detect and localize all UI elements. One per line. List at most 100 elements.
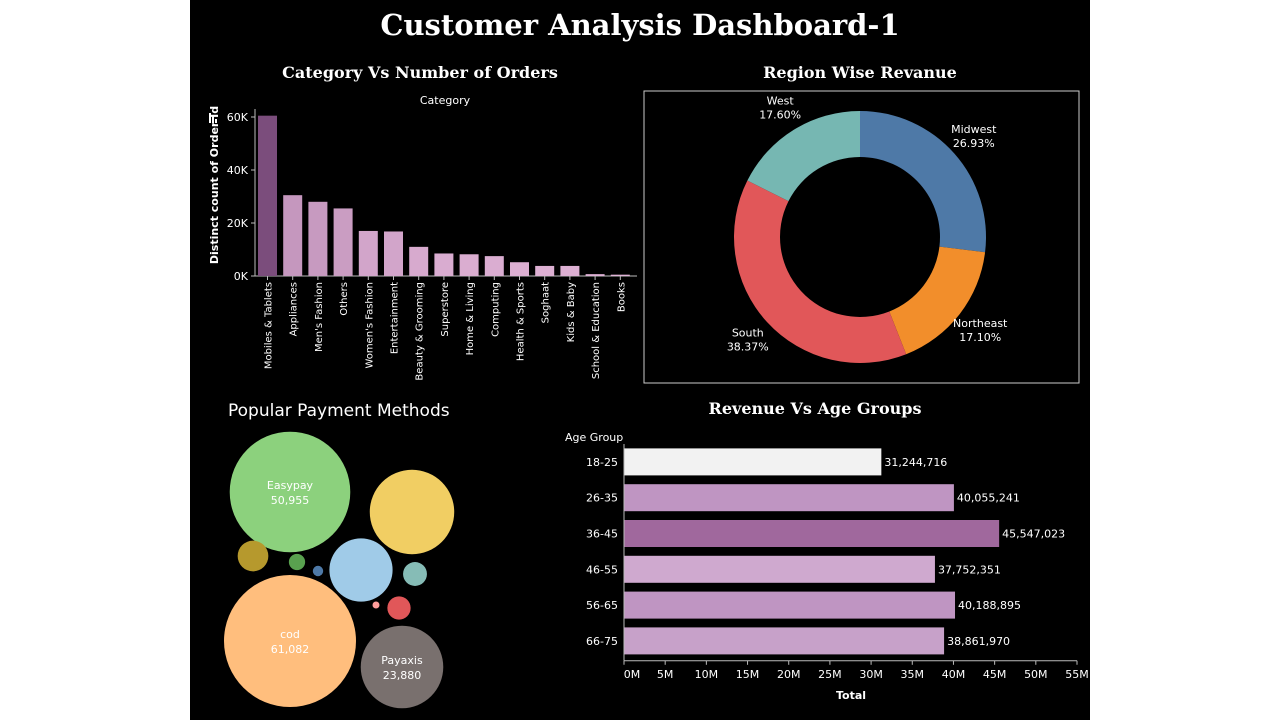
age-chart-title: Revenue Vs Age Groups [708,399,922,418]
bubble-method-7[interactable] [387,596,411,620]
donut-label-northeast: Northeast [953,317,1008,330]
orders-header: Category [420,94,471,107]
bubble-value-payaxis: 23,880 [383,669,422,682]
x-tick-label-kids-baby: Kids & Baby [566,282,577,342]
bubble-label-cod: cod [280,628,300,641]
bar-beauty-grooming[interactable] [409,246,429,276]
age-x-tick-5M: 5M [657,668,674,681]
age-bar-value-26-35: 40,055,241 [957,492,1020,505]
x-tick-label-computing: Computing [490,282,501,337]
bubble-method-6[interactable] [403,562,427,586]
age-category-18-25: 18-25 [586,456,618,469]
age-bar-56-65[interactable] [624,591,956,619]
payment-bubble-chart: Easypay 50,955 cod 61,082 Payaxis 23,880 [224,431,455,709]
donut-label-west: West [767,95,795,108]
bar-computing[interactable] [484,256,504,276]
orders-bar-chart: Category Distinct count of Order Id 0K 20… [208,94,637,381]
age-x-tick-25M: 25M [818,668,842,681]
age-bar-26-35[interactable] [624,484,954,512]
bubble-payaxis[interactable] [360,625,444,709]
dashboard-canvas: Customer Analysis Dashboard-1 Category V… [190,0,1090,720]
orders-y-axis-label: Distinct count of Order Id [208,106,221,264]
age-bar-value-18-25: 31,244,716 [884,456,947,469]
donut-pct-west: 17.60% [759,109,801,122]
bar-men-s-fashion[interactable] [308,201,328,276]
bar-others[interactable] [333,208,353,276]
x-tick-label-entertainment: Entertainment [390,282,401,354]
bar-appliances[interactable] [283,195,303,276]
bubble-method-3[interactable] [369,469,455,555]
bar-chart-icon[interactable] [209,113,217,123]
bar-entertainment[interactable] [384,231,403,276]
x-tick-label-books: Books [616,282,627,312]
age-x-axis-label: Total [836,689,866,702]
donut-slice-west[interactable] [747,111,860,202]
bar-soghaat[interactable] [535,265,555,276]
bubble-method-9[interactable] [312,565,324,577]
bubble-method-10[interactable] [372,601,380,609]
orders-y-tick-label: 0K [234,270,249,283]
x-tick-label-beauty-grooming: Beauty & Grooming [415,282,426,381]
bubble-method-4[interactable] [329,538,393,602]
age-category-56-65: 56-65 [586,599,618,612]
bar-books[interactable] [610,274,630,276]
age-x-tick-0M: 0M [624,668,641,681]
donut-slice-northeast[interactable] [889,246,986,355]
bubble-method-5[interactable] [237,540,269,572]
x-tick-label-health-sports: Health & Sports [516,282,527,361]
age-x-tick-30M: 30M [859,668,883,681]
age-x-tick-20M: 20M [777,668,801,681]
bar-health-sports[interactable] [510,262,529,276]
bubble-label-easypay: Easypay [267,479,314,492]
age-x-tick-55M: 55M [1065,668,1089,681]
x-tick-label-men-s-fashion: Men's Fashion [314,282,325,352]
age-x-tick-45M: 45M [983,668,1007,681]
bar-home-living[interactable] [459,254,479,276]
orders-chart-title: Category Vs Number of Orders [282,63,558,82]
age-header: Age Group [565,431,623,444]
age-x-tick-50M: 50M [1024,668,1048,681]
donut-label-south: South [732,327,764,340]
bubble-method-8[interactable] [288,553,306,571]
age-bar-value-46-55: 37,752,351 [938,563,1001,576]
bar-kids-baby[interactable] [560,265,580,276]
charts-layer: Category Distinct count of Order Id 0K 20… [208,90,1089,709]
age-bar-66-75[interactable] [624,627,945,655]
bubble-label-payaxis: Payaxis [381,654,423,667]
donut-pct-south: 38.37% [727,341,769,354]
bubble-value-easypay: 50,955 [271,494,310,507]
bubble-value-cod: 61,082 [271,643,310,656]
age-bar-value-36-45: 45,547,023 [1002,528,1065,541]
donut-pct-northeast: 17.10% [959,331,1001,344]
x-tick-label-school-education: School & Education [591,282,602,379]
x-tick-label-soghaat: Soghaat [541,282,552,323]
bar-mobiles-tablets[interactable] [258,115,277,276]
age-category-46-55: 46-55 [586,563,618,576]
age-bar-36-45[interactable] [624,520,1000,547]
region-chart-frame [643,90,1080,384]
x-tick-label-superstore: Superstore [440,282,451,337]
bubble-easypay[interactable] [229,431,351,553]
age-bar-46-55[interactable] [624,555,935,583]
bar-school-education[interactable] [585,274,605,276]
x-tick-label-mobiles-tablets: Mobiles & Tablets [264,282,275,369]
age-x-tick-40M: 40M [942,668,966,681]
orders-y-tick-label: 20K [227,217,249,230]
donut-slice-midwest[interactable] [860,111,986,253]
x-tick-label-others: Others [339,282,350,316]
bubble-cod[interactable] [224,575,356,707]
x-tick-label-women-s-fashion: Women's Fashion [364,282,375,369]
bar-women-s-fashion[interactable] [358,230,378,276]
age-bar-18-25[interactable] [624,448,882,476]
orders-y-tick-label: 40K [227,164,249,177]
x-tick-label-appliances: Appliances [289,282,300,336]
age-bar-value-66-75: 38,861,970 [947,635,1010,648]
donut-slice-south[interactable] [733,180,907,363]
bar-superstore[interactable] [434,253,454,276]
age-category-66-75: 66-75 [586,635,618,648]
payment-chart-title: Popular Payment Methods [228,401,450,421]
age-bar-value-56-65: 40,188,895 [958,599,1021,612]
dashboard-title: Customer Analysis Dashboard-1 [380,8,900,42]
donut-label-midwest: Midwest [951,123,997,136]
